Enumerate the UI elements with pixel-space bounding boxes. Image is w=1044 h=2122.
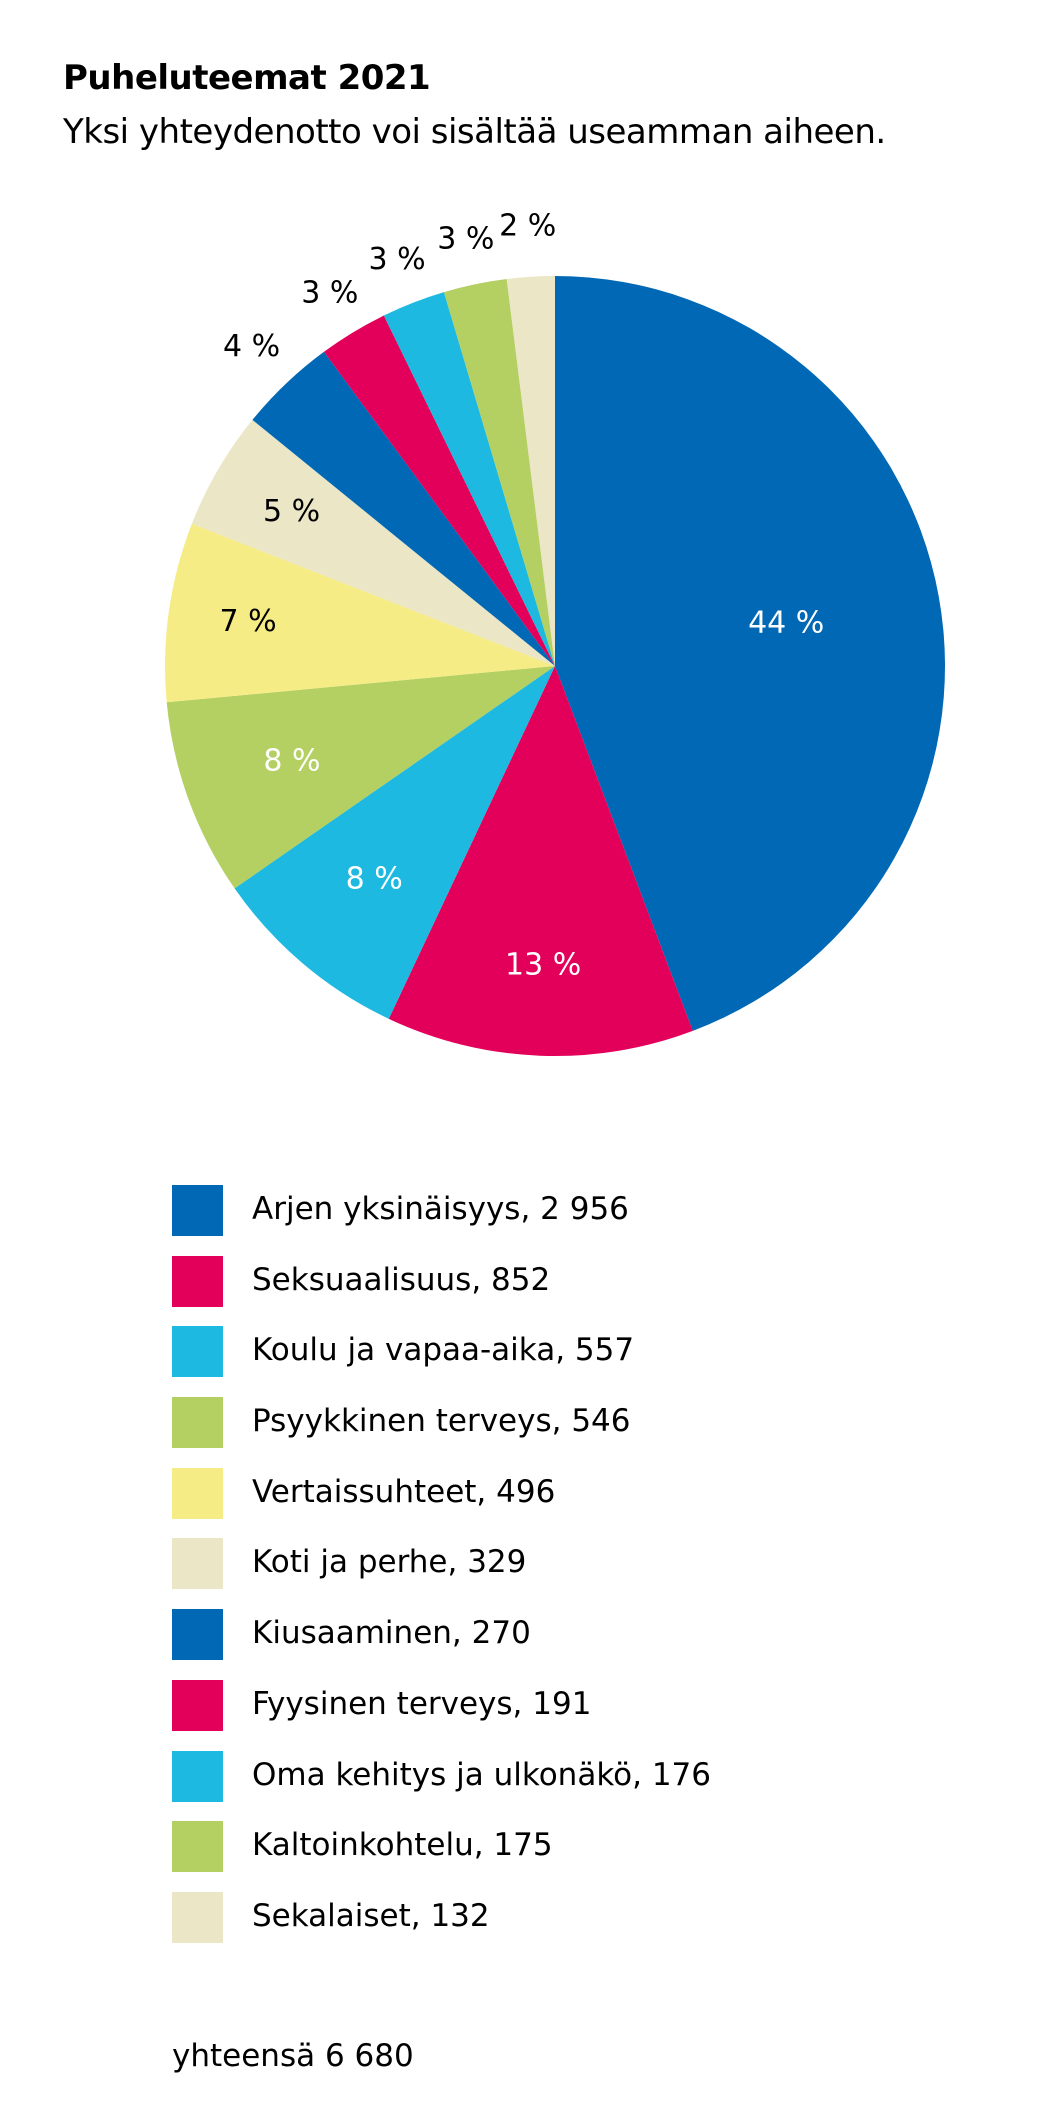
legend-label: Koulu ja vapaa-aika, 557 <box>252 1332 635 1369</box>
pie-percent-label-2: 13 % <box>505 947 581 982</box>
legend-swatch <box>172 1750 223 1802</box>
pie-slice-4 <box>166 666 556 889</box>
pie-slice-9 <box>383 292 555 666</box>
pie-slice-2 <box>388 666 693 1057</box>
pie-percent-label-11: 2 % <box>499 208 556 243</box>
pie-slices <box>165 276 946 1057</box>
pie-slice-8 <box>323 315 555 666</box>
pie-slice-10 <box>443 279 555 666</box>
pie-percent-label-8: 3 % <box>301 275 358 310</box>
pie-percent-label-3: 8 % <box>346 861 403 896</box>
legend-swatch <box>172 1185 223 1236</box>
legend-label: Arjen yksinäisyys, 2 956 <box>252 1191 629 1227</box>
pie-percent-label-9: 3 % <box>369 242 426 277</box>
legend-label: Kiusaaminen, 270 <box>252 1615 531 1652</box>
legend-swatch <box>172 1326 223 1378</box>
pie-slice-11 <box>506 276 555 666</box>
chart-title: Puheluteemat 2021 <box>63 58 431 98</box>
legend-swatch <box>172 1255 223 1307</box>
pie-percent-label-6: 5 % <box>263 494 320 529</box>
legend-swatch <box>172 1821 223 1873</box>
pie-percent-label-5: 7 % <box>219 604 276 639</box>
legend-swatch <box>172 1891 223 1943</box>
pie-slice-7 <box>252 351 556 666</box>
legend-label: Vertaissuhteet, 496 <box>252 1473 556 1510</box>
pie-percent-label-4: 8 % <box>263 743 320 778</box>
legend-swatch <box>172 1609 223 1661</box>
pie-slice-6 <box>191 419 555 666</box>
legend-swatch <box>172 1538 223 1590</box>
legend-label: Fyysinen terveys, 191 <box>252 1685 592 1722</box>
legend-label: Sekalaiset, 132 <box>252 1897 490 1934</box>
legend-swatch <box>172 1397 223 1449</box>
pie-percent-label-10: 3 % <box>437 222 494 257</box>
pie-slice-3 <box>234 666 555 1019</box>
legend-label: Oma kehitys ja ulkonäkö, 176 <box>252 1756 712 1793</box>
legend-swatch <box>172 1467 223 1519</box>
legend-label: Koti ja perhe, 329 <box>252 1544 527 1581</box>
pie-percent-label-1: 44 % <box>748 605 824 640</box>
legend-label: Psyykkinen terveys, 546 <box>252 1403 631 1440</box>
pie-slice-5 <box>165 523 556 703</box>
legend-swatch <box>172 1679 223 1731</box>
chart-subtitle: Yksi yhteydenotto voi sisältää useamman … <box>63 112 886 152</box>
pie-chart: 44 %13 %8 %8 %7 %5 %4 %3 %3 %3 % 2 % <box>165 208 946 1057</box>
pie-slice-1 <box>555 276 946 1031</box>
legend-label: Seksuaalisuus, 852 <box>252 1261 551 1298</box>
legend-label: Kaltoinkohtelu, 175 <box>252 1827 553 1864</box>
total-count: yhteensä 6 680 <box>172 2038 414 2074</box>
pie-percent-labels: 44 %13 %8 %8 %7 %5 %4 %3 %3 %3 % 2 % <box>219 208 824 982</box>
pie-percent-label-7: 4 % <box>223 329 280 364</box>
